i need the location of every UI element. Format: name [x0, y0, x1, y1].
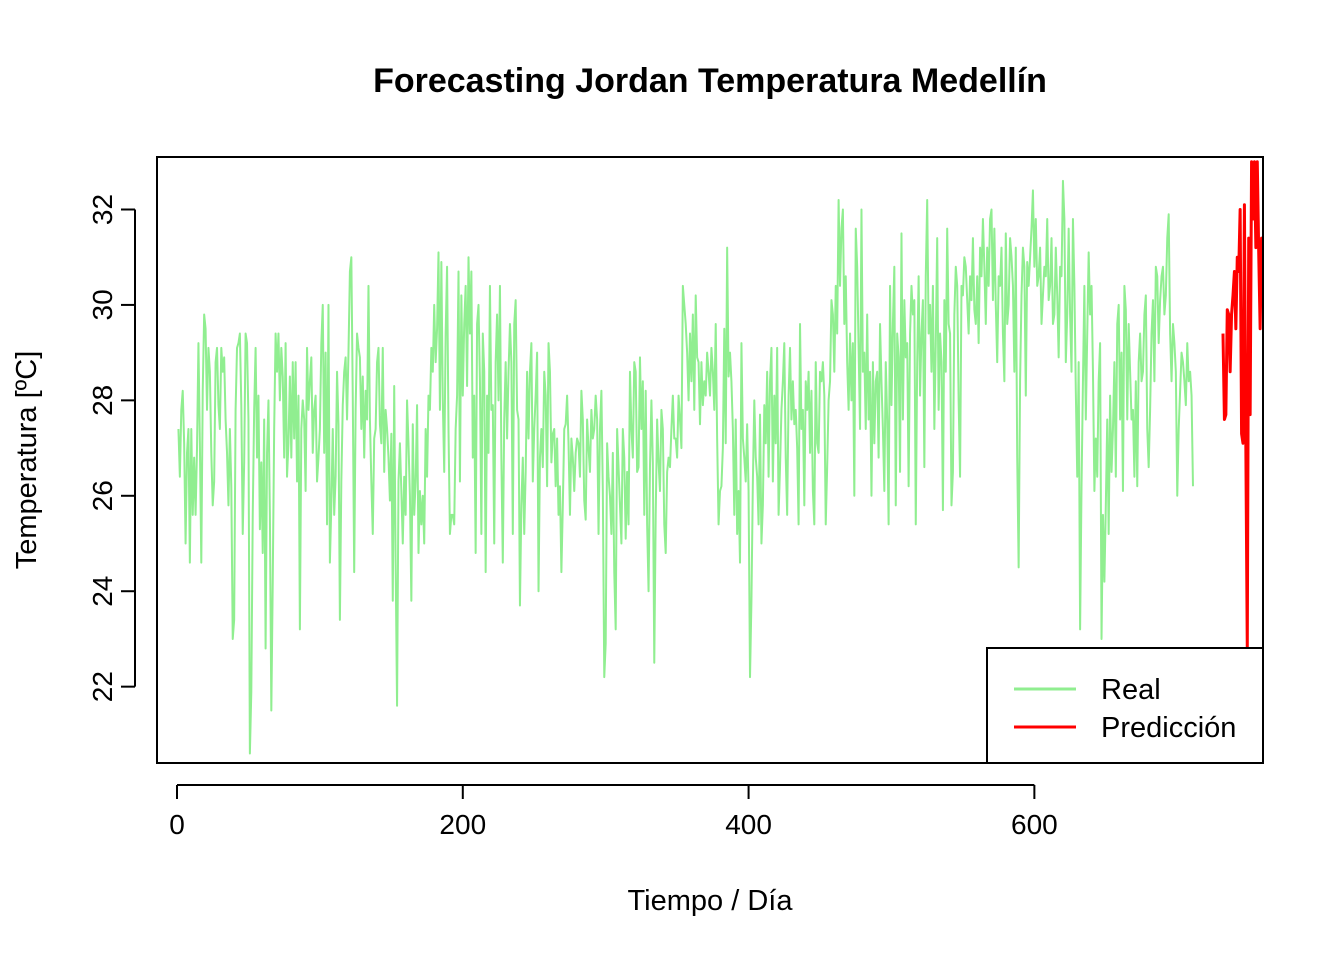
x-axis: 0 200 400 600: [169, 784, 1058, 840]
legend-label-prediccion: Predicción: [1101, 712, 1236, 744]
plot-frame: [156, 156, 1264, 764]
y-tick-label: 24: [87, 576, 118, 607]
chart-title: Forecasting Jordan Temperatura Medellín: [373, 62, 1047, 100]
legend-box: [986, 647, 1264, 764]
x-axis-label: Tiempo / Día: [628, 885, 794, 917]
y-tick-label: 30: [87, 289, 118, 320]
x-tick-label: 600: [1011, 809, 1058, 840]
y-tick-label: 32: [87, 194, 118, 225]
y-tick-label: 22: [87, 671, 118, 702]
x-tick-label: 200: [439, 809, 486, 840]
x-tick-label: 400: [725, 809, 772, 840]
legend-label-real: Real: [1101, 674, 1161, 706]
legend: Real Predicción: [986, 647, 1264, 764]
y-axis: 22 24 26 28 30 32: [87, 194, 136, 702]
y-tick-label: 28: [87, 385, 118, 416]
series-layer: [177, 160, 1263, 755]
y-tick-label: 26: [87, 480, 118, 511]
series-line-prediccion: [1221, 160, 1263, 650]
series-line-real: [177, 179, 1194, 755]
y-axis-label: Temperatura [ºC]: [11, 351, 43, 570]
x-tick-label: 0: [169, 809, 185, 840]
